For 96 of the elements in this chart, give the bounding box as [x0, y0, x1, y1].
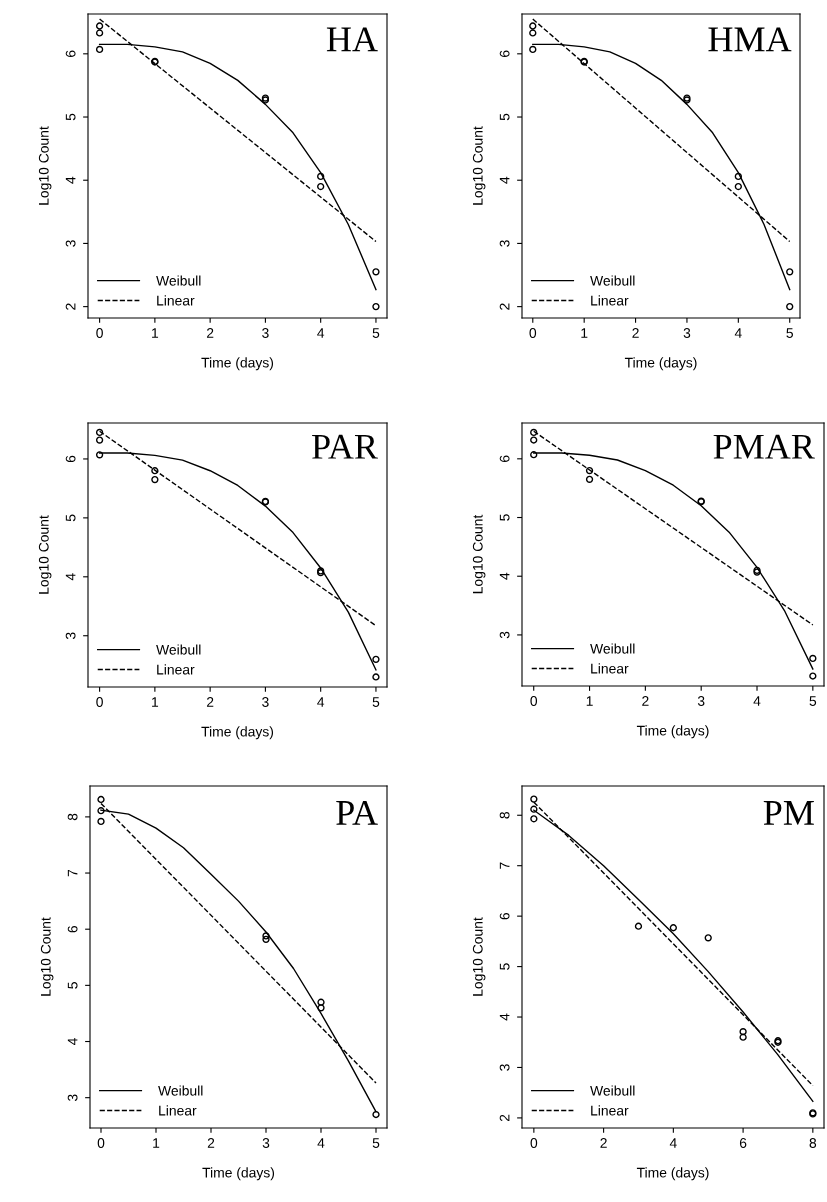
legend-label: Linear: [591, 663, 629, 674]
chart-title: PA: [336, 800, 378, 825]
chart-title: PMAR: [713, 434, 815, 459]
legend-label: Weibull: [590, 1085, 635, 1096]
y-tick-label: 4: [499, 572, 510, 580]
x-tick-label: 3: [683, 328, 691, 338]
x-tick-label: 3: [697, 696, 705, 706]
x-tick-label: 4: [734, 328, 742, 338]
y-axis-title: Log10 Count: [472, 126, 486, 205]
y-axis-title: Log10 Count: [38, 126, 52, 205]
chart-title: PM: [763, 801, 814, 825]
legend-label: Weibull: [156, 275, 201, 286]
x-tick-label: 1: [152, 697, 159, 707]
legend-label: Linear: [159, 1105, 197, 1116]
legend-label: Weibull: [590, 643, 635, 654]
y-tick-label: 4: [65, 176, 76, 184]
y-tick-label: 2: [65, 303, 76, 310]
y-tick-label: 4: [67, 1038, 78, 1046]
x-axis-title: Time (days): [202, 1167, 275, 1181]
y-tick-label: 5: [67, 982, 78, 989]
x-tick-label: 0: [530, 696, 538, 706]
legend-label: Linear: [157, 295, 195, 306]
x-axis-title: Time (days): [636, 1167, 709, 1181]
x-tick-label: 3: [262, 697, 269, 707]
y-axis-title: Log10 Count: [40, 917, 54, 996]
x-axis-title: Time (days): [201, 726, 274, 740]
x-tick-label: 4: [753, 696, 761, 706]
y-tick-label: 4: [65, 573, 76, 581]
y-tick-label: 3: [65, 240, 76, 247]
y-tick-label: 5: [499, 514, 510, 521]
y-tick-label: 8: [499, 812, 510, 819]
y-tick-label: 8: [67, 813, 78, 821]
y-tick-label: 2: [499, 1114, 510, 1122]
x-tick-label: 2: [207, 1138, 215, 1148]
x-axis-title: Time (days): [624, 357, 697, 371]
chart-title: PAR: [312, 434, 378, 459]
y-tick-label: 3: [499, 631, 510, 639]
y-tick-label: 4: [499, 1013, 510, 1021]
y-tick-label: 2: [499, 303, 510, 310]
chart-title: HA: [326, 27, 378, 52]
x-tick-label: 2: [206, 328, 214, 338]
y-tick-label: 3: [67, 1094, 78, 1102]
y-axis-title: Log10 Count: [38, 515, 52, 594]
chart-title: HMA: [708, 27, 792, 52]
y-tick-label: 3: [499, 240, 510, 247]
legend-label: Weibull: [158, 1085, 203, 1096]
legend-label: Linear: [157, 664, 195, 675]
y-tick-label: 6: [65, 455, 76, 463]
legend-label: Linear: [591, 1105, 629, 1116]
legend-label: Linear: [591, 295, 629, 306]
x-tick-label: 5: [809, 696, 817, 706]
y-tick-label: 6: [499, 455, 510, 462]
x-tick-label: 1: [581, 328, 588, 338]
x-axis-title: Time (days): [201, 357, 274, 371]
x-tick-label: 5: [372, 697, 380, 707]
x-tick-label: 1: [586, 696, 593, 706]
x-tick-label: 2: [642, 696, 649, 706]
x-tick-label: 4: [669, 1138, 677, 1148]
x-tick-label: 2: [632, 328, 639, 338]
x-tick-label: 3: [262, 328, 269, 338]
x-tick-label: 0: [97, 1138, 105, 1148]
x-tick-label: 8: [809, 1138, 817, 1148]
x-tick-label: 0: [529, 328, 537, 338]
x-tick-label: 1: [152, 328, 159, 338]
x-tick-label: 5: [372, 1138, 380, 1148]
x-tick-label: 2: [600, 1138, 607, 1148]
x-tick-label: 6: [739, 1138, 747, 1148]
x-tick-label: 5: [786, 328, 793, 338]
y-tick-label: 5: [499, 113, 510, 121]
y-axis-title: Log10 Count: [472, 917, 486, 996]
x-axis-title: Time (days): [636, 725, 709, 739]
y-tick-label: 5: [65, 514, 76, 522]
x-tick-label: 4: [317, 1138, 325, 1148]
y-tick-label: 4: [499, 176, 510, 184]
y-tick-label: 6: [65, 50, 76, 57]
x-tick-label: 4: [317, 328, 325, 338]
x-tick-label: 2: [206, 697, 214, 707]
y-tick-label: 6: [499, 50, 510, 57]
x-tick-label: 0: [96, 328, 103, 338]
legend-label: Weibull: [156, 644, 201, 655]
y-axis-title: Log10 Count: [472, 514, 486, 594]
x-tick-label: 4: [317, 697, 325, 707]
legend-label: Weibull: [590, 275, 635, 286]
y-tick-label: 6: [67, 925, 78, 933]
y-tick-label: 5: [499, 963, 510, 970]
x-tick-label: 0: [96, 697, 103, 707]
y-tick-label: 5: [65, 113, 76, 121]
y-tick-label: 7: [499, 862, 510, 869]
x-tick-label: 5: [372, 328, 380, 338]
y-tick-label: 6: [499, 912, 510, 920]
y-tick-label: 7: [67, 869, 78, 877]
x-tick-label: 3: [262, 1138, 270, 1148]
x-tick-label: 1: [153, 1138, 160, 1148]
x-tick-label: 0: [530, 1138, 538, 1148]
y-tick-label: 3: [65, 632, 76, 640]
y-tick-label: 3: [499, 1064, 510, 1071]
